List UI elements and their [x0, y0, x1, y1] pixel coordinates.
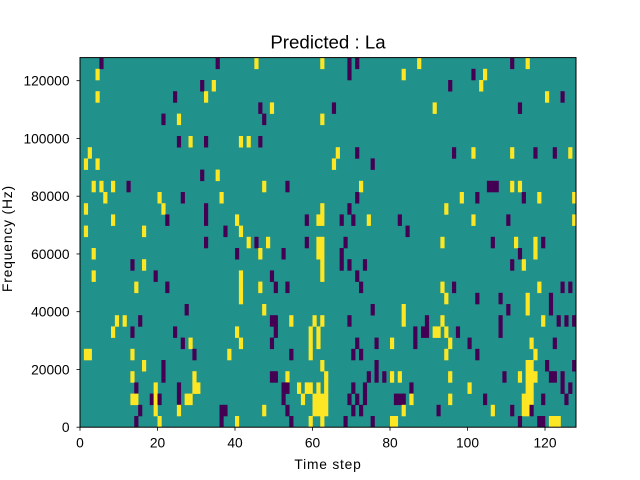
svg-text:20: 20 — [150, 435, 166, 450]
svg-text:40000: 40000 — [31, 305, 70, 320]
svg-text:20000: 20000 — [31, 362, 70, 377]
svg-text:40: 40 — [227, 435, 243, 450]
svg-text:0: 0 — [62, 420, 70, 435]
svg-text:0: 0 — [76, 435, 84, 450]
svg-text:120000: 120000 — [23, 74, 69, 89]
svg-text:80000: 80000 — [31, 189, 70, 204]
svg-text:100000: 100000 — [23, 131, 69, 146]
svg-text:Frequency (Hz): Frequency (Hz) — [0, 185, 15, 292]
svg-text:120: 120 — [533, 435, 556, 450]
svg-text:Predicted : La: Predicted : La — [270, 32, 386, 53]
svg-text:100: 100 — [456, 435, 479, 450]
svg-text:60000: 60000 — [31, 247, 70, 262]
svg-text:Time step: Time step — [294, 457, 361, 472]
svg-text:80: 80 — [382, 435, 398, 450]
svg-text:60: 60 — [305, 435, 321, 450]
